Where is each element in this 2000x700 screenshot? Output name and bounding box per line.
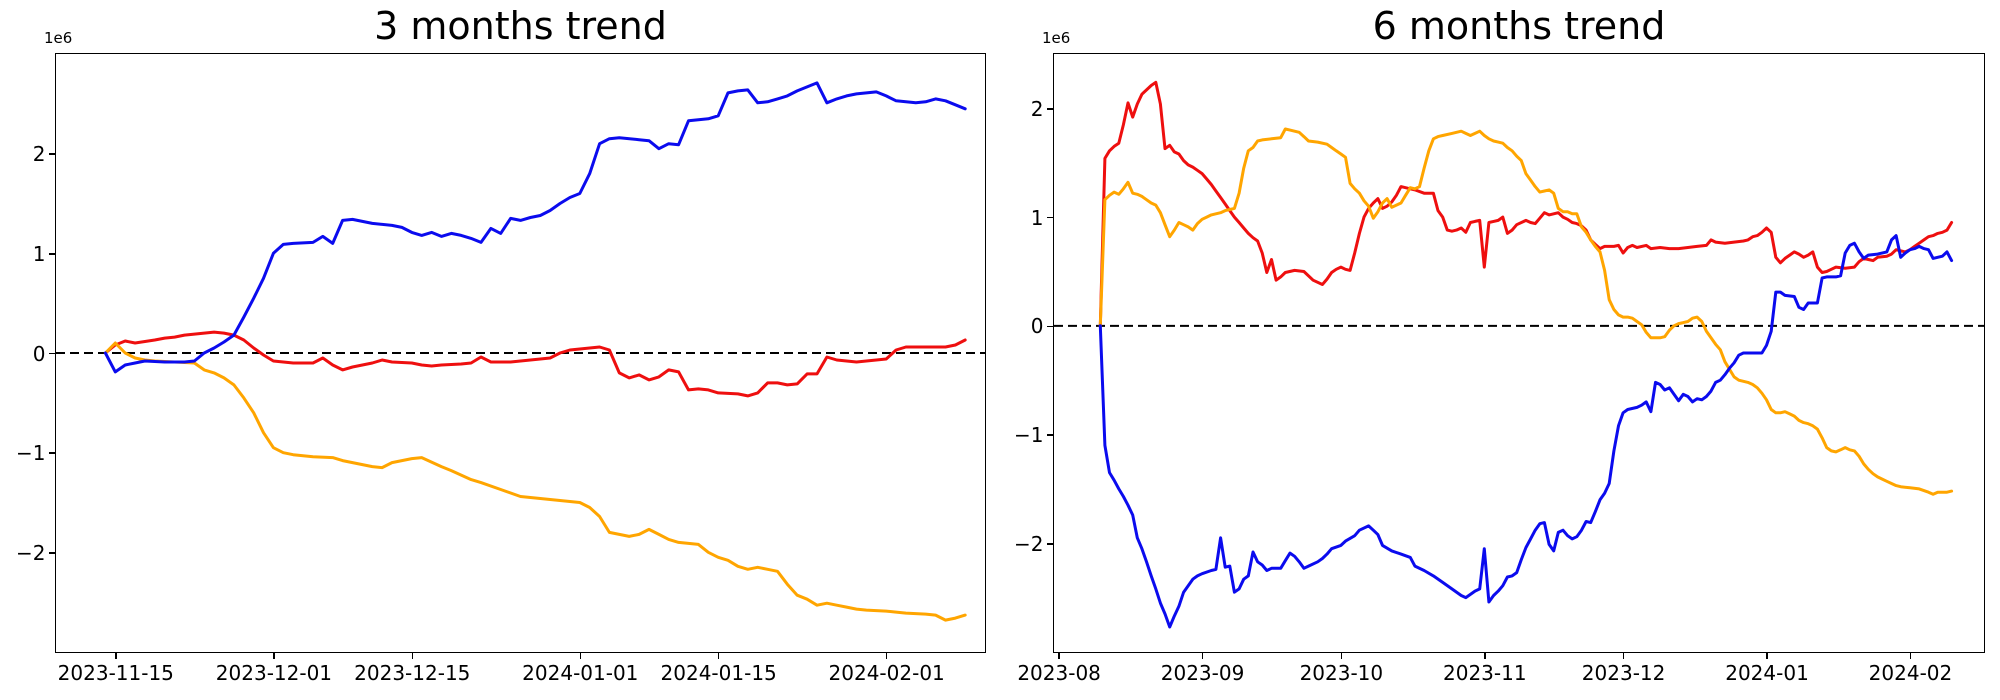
y-tick-mark — [1047, 543, 1053, 545]
y-tick-label: −1 — [16, 441, 46, 466]
y-tick-mark — [49, 452, 55, 454]
x-tick-mark — [1766, 652, 1768, 659]
x-tick-label: 2024-01-15 — [660, 660, 777, 685]
y-tick-label: −2 — [1014, 531, 1044, 556]
plot-area — [1053, 53, 1985, 653]
plot-area — [55, 53, 986, 653]
x-tick-mark — [273, 652, 275, 659]
line-chart-svg — [56, 81, 985, 622]
x-tick-mark — [717, 652, 720, 659]
chart-title: 6 months trend — [1372, 4, 1666, 48]
y-tick-mark — [1047, 216, 1053, 219]
blue-series — [103, 81, 967, 374]
x-tick-mark — [1909, 652, 1912, 659]
y-axis-offset-label: 1e6 — [44, 29, 73, 47]
chart-title: 3 months trend — [374, 4, 667, 48]
y-tick-mark — [1047, 108, 1053, 110]
y-tick-mark — [49, 253, 55, 255]
x-tick-label: 2023-12-01 — [215, 660, 333, 685]
x-tick-mark — [1201, 652, 1204, 659]
x-tick-label: 2023-11 — [1443, 660, 1527, 685]
orange-series — [103, 341, 967, 622]
y-tick-label: 1 — [32, 241, 46, 266]
y-tick-label: 0 — [32, 341, 46, 366]
blue-series — [1098, 234, 1954, 629]
y-tick-label: −1 — [1014, 423, 1044, 448]
y-tick-label: 2 — [32, 142, 46, 167]
x-tick-mark — [411, 652, 414, 659]
x-tick-label: 2024-02 — [1868, 660, 1953, 685]
x-tick-label: 2023-10 — [1299, 660, 1384, 685]
y-tick-label: 0 — [1030, 314, 1044, 339]
x-tick-label: 2024-01 — [1725, 660, 1809, 685]
x-tick-mark — [1622, 652, 1625, 659]
x-tick-label: 2023-12 — [1581, 660, 1666, 685]
x-tick-mark — [1484, 652, 1486, 659]
y-tick-mark — [49, 552, 55, 554]
line-chart-svg — [1054, 80, 1984, 629]
orange-series — [1098, 127, 1954, 496]
red-series — [103, 330, 967, 398]
x-tick-mark — [1058, 652, 1060, 659]
y-tick-mark — [1047, 325, 1053, 328]
y-tick-label: 1 — [1030, 205, 1044, 230]
red-series — [1098, 80, 1954, 328]
y-tick-mark — [1047, 434, 1053, 436]
x-tick-mark — [115, 652, 117, 659]
y-tick-mark — [49, 153, 55, 155]
x-tick-mark — [885, 652, 888, 659]
x-tick-mark — [1340, 652, 1343, 659]
x-tick-label: 2023-08 — [1017, 660, 1101, 685]
y-axis-offset-label: 1e6 — [1042, 29, 1071, 47]
x-tick-label: 2023-12-15 — [354, 660, 471, 685]
x-tick-label: 2024-01-01 — [522, 660, 639, 685]
y-tick-mark — [49, 352, 55, 355]
x-tick-label: 2023-09 — [1160, 660, 1245, 685]
x-tick-label: 2024-02-01 — [828, 660, 945, 685]
y-tick-label: 2 — [1030, 96, 1044, 121]
x-tick-label: 2023-11-15 — [57, 660, 174, 685]
y-tick-label: −2 — [16, 540, 46, 565]
x-tick-mark — [579, 652, 582, 659]
